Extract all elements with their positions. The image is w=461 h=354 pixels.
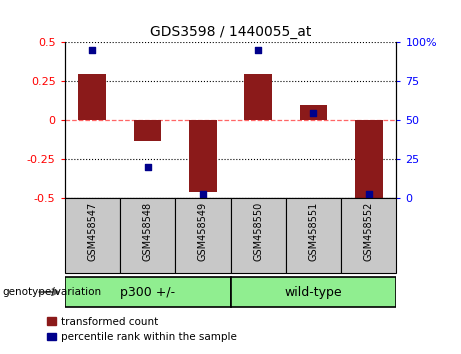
Bar: [134, 120, 161, 141]
Point: [199, 191, 207, 196]
Text: GSM458547: GSM458547: [87, 202, 97, 261]
Bar: [65, 198, 120, 273]
Text: GSM458550: GSM458550: [253, 202, 263, 261]
Bar: [120, 198, 175, 273]
Text: genotype/variation: genotype/variation: [2, 287, 101, 297]
Bar: [189, 120, 217, 192]
Legend: transformed count, percentile rank within the sample: transformed count, percentile rank withi…: [47, 317, 237, 342]
Bar: [355, 120, 383, 198]
Point: [310, 110, 317, 115]
Text: GSM458552: GSM458552: [364, 202, 374, 261]
Bar: [78, 74, 106, 120]
Bar: [341, 198, 396, 273]
Bar: [244, 74, 272, 120]
Point: [89, 47, 96, 53]
Bar: [286, 198, 341, 273]
Text: wild-type: wild-type: [284, 286, 342, 298]
Point: [365, 191, 372, 196]
Text: p300 +/-: p300 +/-: [120, 286, 175, 298]
Bar: [230, 277, 396, 307]
Bar: [300, 105, 327, 120]
Text: GSM458549: GSM458549: [198, 202, 208, 261]
Title: GDS3598 / 1440055_at: GDS3598 / 1440055_at: [150, 25, 311, 39]
Text: GSM458548: GSM458548: [142, 202, 153, 261]
Point: [254, 47, 262, 53]
Bar: [175, 198, 230, 273]
Bar: [65, 277, 230, 307]
Bar: [230, 198, 286, 273]
Point: [144, 164, 151, 170]
Text: GSM458551: GSM458551: [308, 202, 319, 261]
